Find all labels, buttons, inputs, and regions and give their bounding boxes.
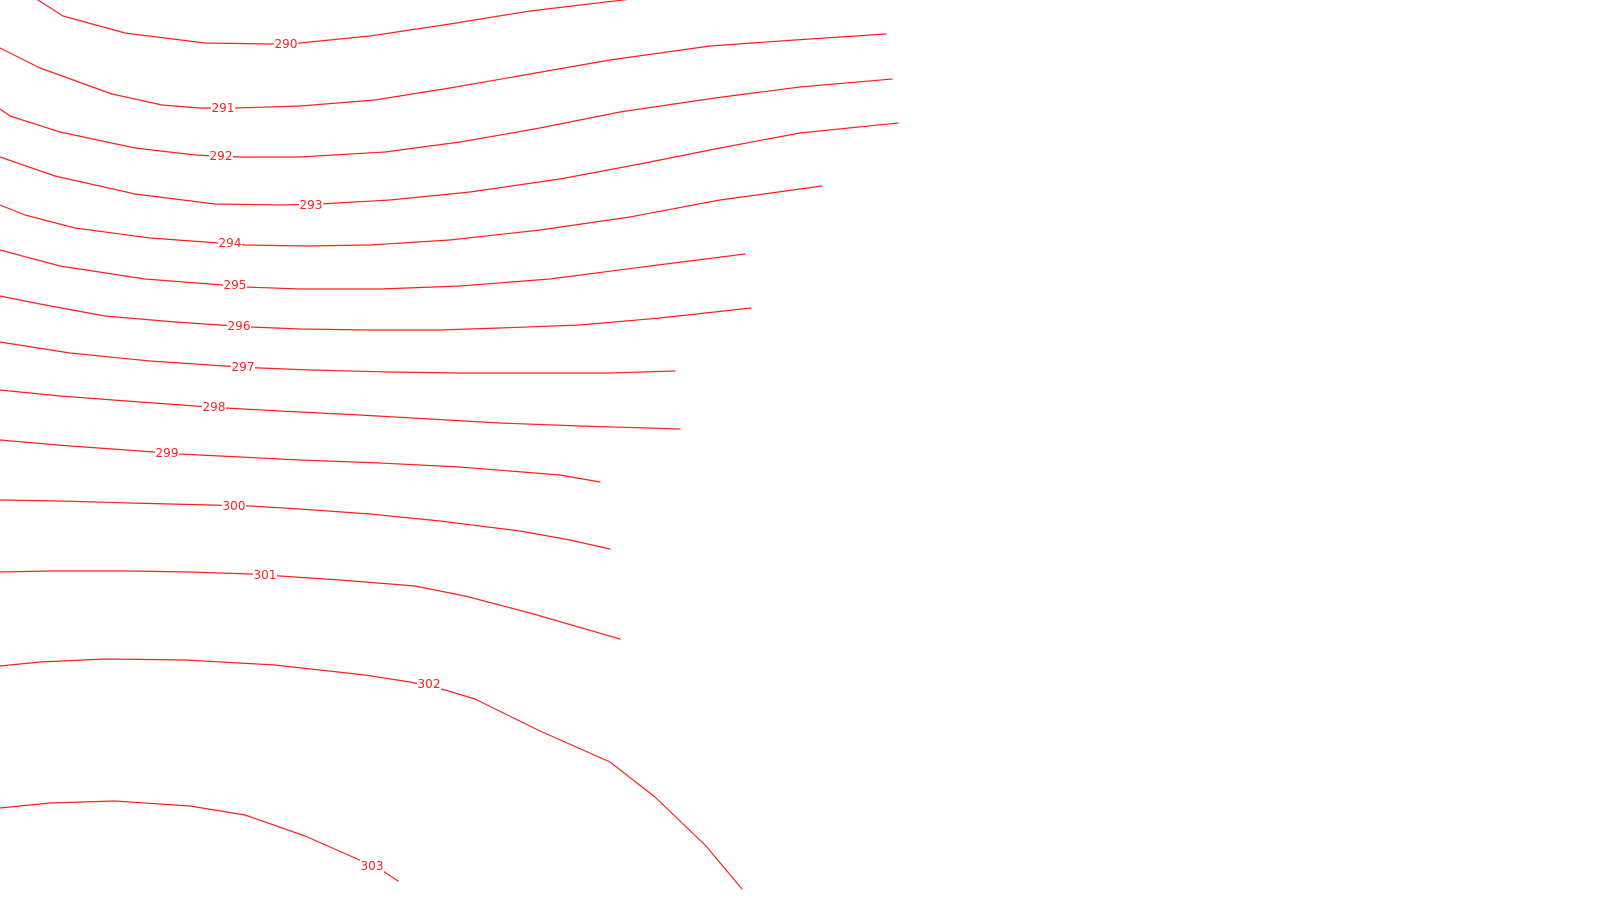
contour-label: 290	[275, 37, 298, 51]
contour-label: 299	[156, 446, 179, 460]
contour-line-292	[0, 78, 893, 158]
contour-label: 303	[361, 859, 384, 873]
contour-label-gap	[227, 319, 251, 333]
contour-label-gap	[417, 677, 441, 691]
contour-label-gap	[253, 568, 277, 582]
contour-line-297	[0, 341, 676, 374]
contour-label: 292	[210, 149, 233, 163]
contour-line-300	[0, 499, 611, 550]
contour-line-295	[0, 249, 746, 290]
contour-label-gap	[231, 360, 255, 374]
contour-label-gap	[202, 400, 226, 414]
contour-label-gap	[211, 101, 235, 115]
contour-label-gap	[155, 446, 179, 460]
contour-label: 295	[224, 278, 247, 292]
contour-label: 300	[223, 499, 246, 513]
contour-label: 297	[232, 360, 255, 374]
contour-label: 296	[228, 319, 251, 333]
contour-label-gap	[223, 278, 247, 292]
contour-label-gap	[218, 236, 242, 250]
contour-label: 302	[418, 677, 441, 691]
contour-lines: 290 291 292 293 294 295 296 297 298 299 300 301 302 3…	[0, 0, 899, 890]
contour-label: 298	[203, 400, 226, 414]
contour-label-gap	[274, 37, 298, 51]
contour-label-gap	[209, 149, 233, 163]
contour-label: 293	[300, 198, 323, 212]
contour-label-gap	[299, 198, 323, 212]
contour-label: 294	[219, 236, 242, 250]
contour-line-299	[0, 439, 601, 483]
contour-line-294	[0, 185, 823, 247]
contour-label-gap	[360, 859, 384, 873]
contour-line-298	[0, 389, 681, 430]
contour-label: 291	[212, 101, 235, 115]
contour-line-291	[0, 33, 887, 109]
contour-line-301	[0, 570, 621, 640]
contour-line-293	[0, 122, 899, 206]
contour-label-gap	[222, 499, 246, 513]
contour-line-296	[0, 295, 752, 331]
contour-label: 301	[254, 568, 277, 582]
